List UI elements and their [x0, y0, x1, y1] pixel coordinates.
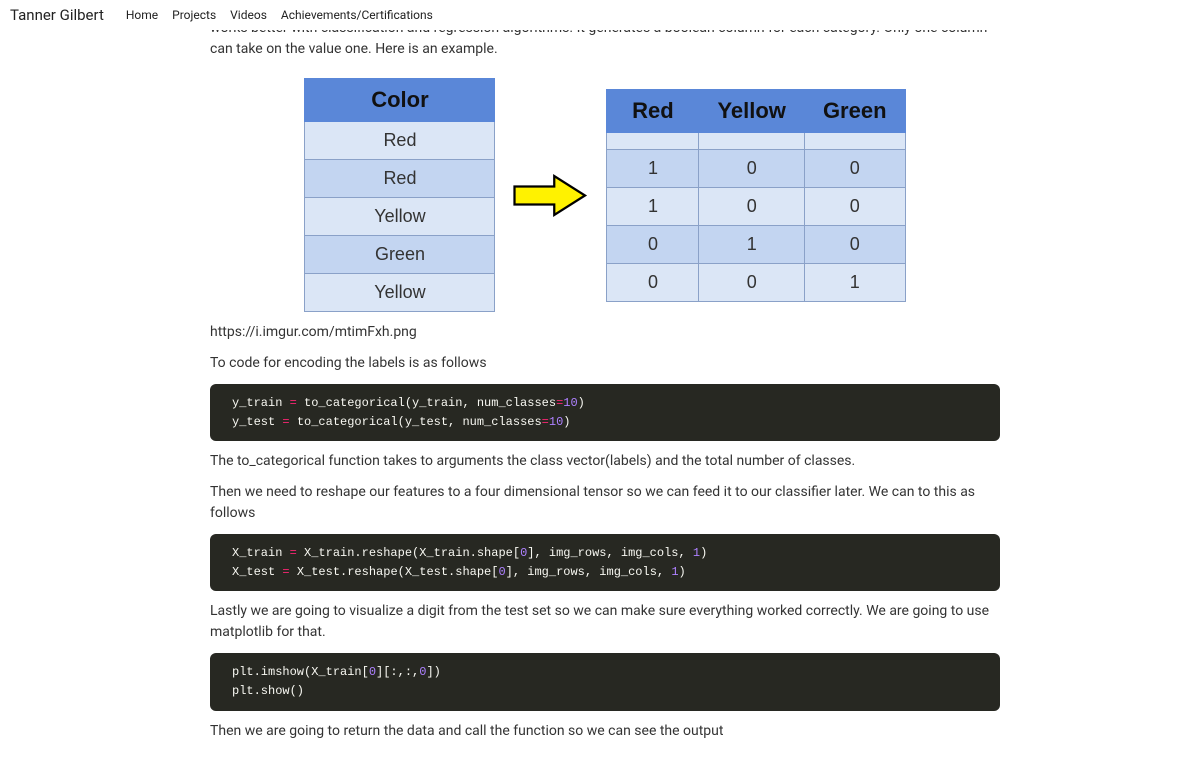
code-block-categorical: y_train = to_categorical(y_train, num_cl… — [210, 384, 1000, 441]
color-table-cell: Green — [305, 236, 495, 274]
nav-home[interactable]: Home — [126, 8, 158, 22]
encoded-table-cell — [804, 132, 905, 149]
encoded-table-cell: 1 — [607, 187, 699, 225]
encoded-table-cell — [699, 132, 804, 149]
paragraph-2: To code for encoding the labels is as fo… — [210, 353, 1000, 374]
brand[interactable]: Tanner Gilbert — [10, 6, 104, 24]
encoded-table-cell: 0 — [804, 149, 905, 187]
top-nav: Tanner Gilbert Home Projects Videos Achi… — [0, 0, 1200, 30]
encoded-table-cell: 0 — [699, 149, 804, 187]
paragraph-6: Then we are going to return the data and… — [210, 721, 1000, 742]
encoded-table-cell: 0 — [699, 263, 804, 301]
paragraph-4: Then we need to reshape our features to … — [210, 482, 1000, 524]
encoded-table-cell: 0 — [699, 187, 804, 225]
nav-videos[interactable]: Videos — [230, 8, 267, 22]
encoded-table-header: Yellow — [699, 89, 804, 132]
arrow-icon — [513, 173, 588, 218]
encoded-table-cell: 0 — [607, 225, 699, 263]
encoded-table-cell: 1 — [607, 149, 699, 187]
color-table-cell: Red — [305, 122, 495, 160]
encoded-table-cell: 1 — [804, 263, 905, 301]
code-block-reshape: X_train = X_train.reshape(X_train.shape[… — [210, 534, 1000, 591]
color-table-cell: Yellow — [305, 198, 495, 236]
nav-projects[interactable]: Projects — [172, 8, 216, 22]
paragraph-3: The to_categorical function takes to arg… — [210, 451, 1000, 472]
paragraph-5: Lastly we are going to visualize a digit… — [210, 601, 1000, 643]
encoded-table: RedYellowGreen100100010001 — [606, 89, 905, 302]
image-caption: https://i.imgur.com/mtimFxh.png — [210, 322, 1000, 343]
encoded-table-header: Green — [804, 89, 905, 132]
encoded-table-header: Red — [607, 89, 699, 132]
article-content: works better with classification and reg… — [210, 0, 1000, 782]
nav-achievements[interactable]: Achievements/Certifications — [281, 8, 433, 22]
color-table-cell: Red — [305, 160, 495, 198]
onehot-diagram: ColorRedRedYellowGreenYellow RedYellowGr… — [210, 78, 1000, 312]
color-table-cell: Yellow — [305, 274, 495, 312]
encoded-table-cell — [607, 132, 699, 149]
color-table-header: Color — [305, 79, 495, 122]
encoded-table-cell: 0 — [804, 225, 905, 263]
encoded-table-cell: 1 — [699, 225, 804, 263]
encoded-table-cell: 0 — [804, 187, 905, 225]
code-block-imshow: plt.imshow(X_train[0][:,:,0]) plt.show() — [210, 653, 1000, 710]
encoded-table-cell: 0 — [607, 263, 699, 301]
color-table: ColorRedRedYellowGreenYellow — [304, 78, 495, 312]
